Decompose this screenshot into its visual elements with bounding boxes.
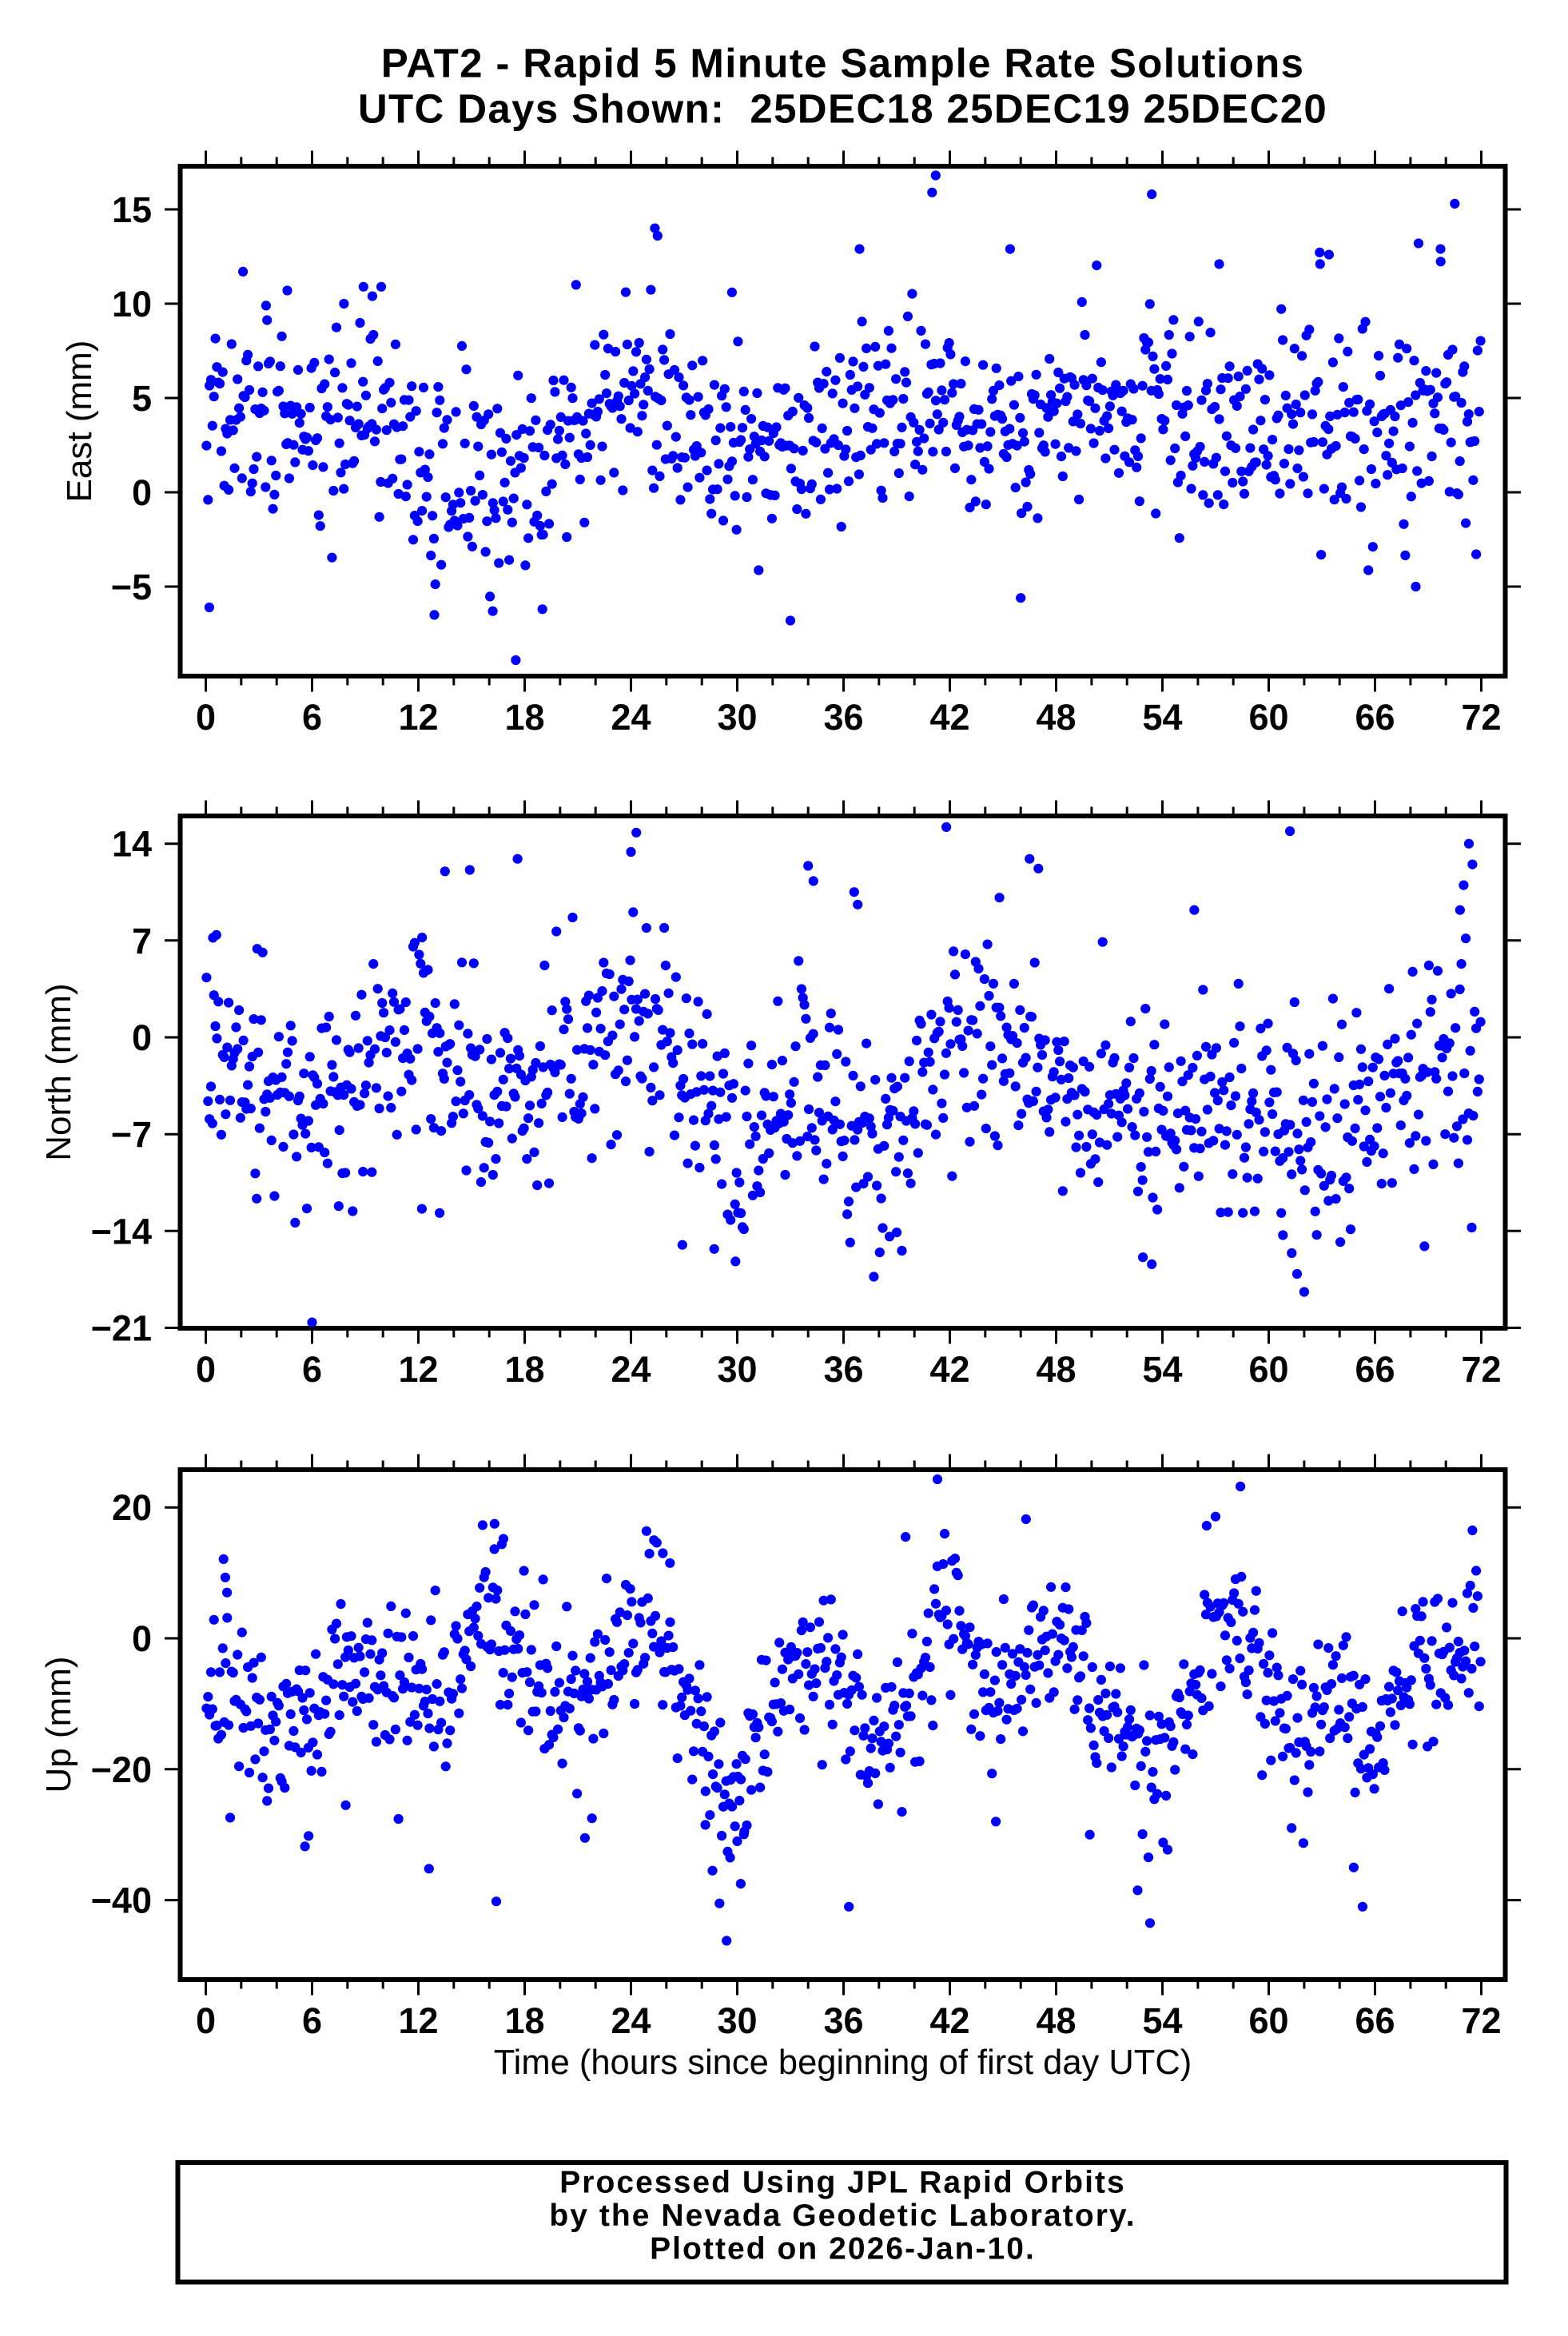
svg-text:18: 18 xyxy=(504,697,544,738)
svg-text:36: 36 xyxy=(823,697,863,738)
svg-text:42: 42 xyxy=(929,1349,969,1390)
svg-text:30: 30 xyxy=(717,2000,757,2041)
svg-text:18: 18 xyxy=(504,2000,544,2041)
svg-text:Processed Using JPL Rapid Orbi: Processed Using JPL Rapid Orbits xyxy=(559,2166,1126,2200)
svg-text:48: 48 xyxy=(1036,2000,1076,2041)
svg-text:0: 0 xyxy=(196,2000,216,2041)
svg-text:72: 72 xyxy=(1461,2000,1501,2041)
svg-text:72: 72 xyxy=(1461,697,1501,738)
svg-text:15: 15 xyxy=(112,189,152,230)
svg-text:18: 18 xyxy=(504,1349,544,1390)
svg-text:5: 5 xyxy=(132,378,152,419)
svg-text:−40: −40 xyxy=(91,1880,152,1921)
svg-text:0: 0 xyxy=(196,697,216,738)
svg-text:42: 42 xyxy=(929,2000,969,2041)
svg-text:48: 48 xyxy=(1036,697,1076,738)
svg-text:66: 66 xyxy=(1355,2000,1395,2041)
svg-text:0: 0 xyxy=(132,1017,152,1058)
svg-text:PAT2 - Rapid 5 Minute Sample R: PAT2 - Rapid 5 Minute Sample Rate Soluti… xyxy=(381,41,1305,86)
svg-text:12: 12 xyxy=(398,2000,438,2041)
svg-text:66: 66 xyxy=(1355,697,1395,738)
svg-text:Time (hours since beginning of: Time (hours since beginning of first day… xyxy=(494,2044,1192,2082)
svg-text:60: 60 xyxy=(1248,2000,1288,2041)
svg-text:−20: −20 xyxy=(91,1749,152,1790)
svg-text:6: 6 xyxy=(302,1349,322,1390)
svg-text:24: 24 xyxy=(611,2000,651,2041)
svg-text:−14: −14 xyxy=(91,1211,152,1252)
svg-text:14: 14 xyxy=(112,824,152,865)
svg-text:East (mm): East (mm) xyxy=(60,340,99,503)
svg-text:−7: −7 xyxy=(111,1114,152,1155)
svg-text:36: 36 xyxy=(823,1349,863,1390)
svg-text:48: 48 xyxy=(1036,1349,1076,1390)
svg-text:54: 54 xyxy=(1142,697,1182,738)
svg-text:UTC Days Shown: 25DEC18 25DEC: UTC Days Shown: 25DEC18 25DEC19 25DEC20 xyxy=(358,86,1327,132)
svg-text:24: 24 xyxy=(611,1349,651,1390)
svg-text:20: 20 xyxy=(112,1487,152,1528)
svg-text:30: 30 xyxy=(717,1349,757,1390)
svg-text:66: 66 xyxy=(1355,1349,1395,1390)
svg-text:−5: −5 xyxy=(111,567,152,607)
svg-text:6: 6 xyxy=(302,2000,322,2041)
svg-text:60: 60 xyxy=(1248,1349,1288,1390)
svg-text:by the Nevada Geodetic Laborat: by the Nevada Geodetic Laboratory. xyxy=(549,2199,1136,2233)
svg-text:7: 7 xyxy=(132,921,152,961)
svg-text:North (mm): North (mm) xyxy=(39,983,78,1160)
svg-text:36: 36 xyxy=(823,2000,863,2041)
svg-text:Up (mm): Up (mm) xyxy=(39,1656,78,1793)
svg-text:60: 60 xyxy=(1248,697,1288,738)
svg-text:54: 54 xyxy=(1142,2000,1182,2041)
svg-text:30: 30 xyxy=(717,697,757,738)
svg-text:0: 0 xyxy=(132,1618,152,1659)
svg-text:0: 0 xyxy=(196,1349,216,1390)
svg-text:72: 72 xyxy=(1461,1349,1501,1390)
svg-text:24: 24 xyxy=(611,697,651,738)
svg-text:6: 6 xyxy=(302,697,322,738)
svg-text:54: 54 xyxy=(1142,1349,1182,1390)
svg-text:10: 10 xyxy=(112,284,152,324)
svg-text:−21: −21 xyxy=(91,1308,152,1349)
svg-text:12: 12 xyxy=(398,697,438,738)
svg-text:Plotted on 2026-Jan-10.: Plotted on 2026-Jan-10. xyxy=(650,2231,1036,2266)
svg-text:0: 0 xyxy=(132,472,152,513)
svg-text:42: 42 xyxy=(929,697,969,738)
svg-text:12: 12 xyxy=(398,1349,438,1390)
